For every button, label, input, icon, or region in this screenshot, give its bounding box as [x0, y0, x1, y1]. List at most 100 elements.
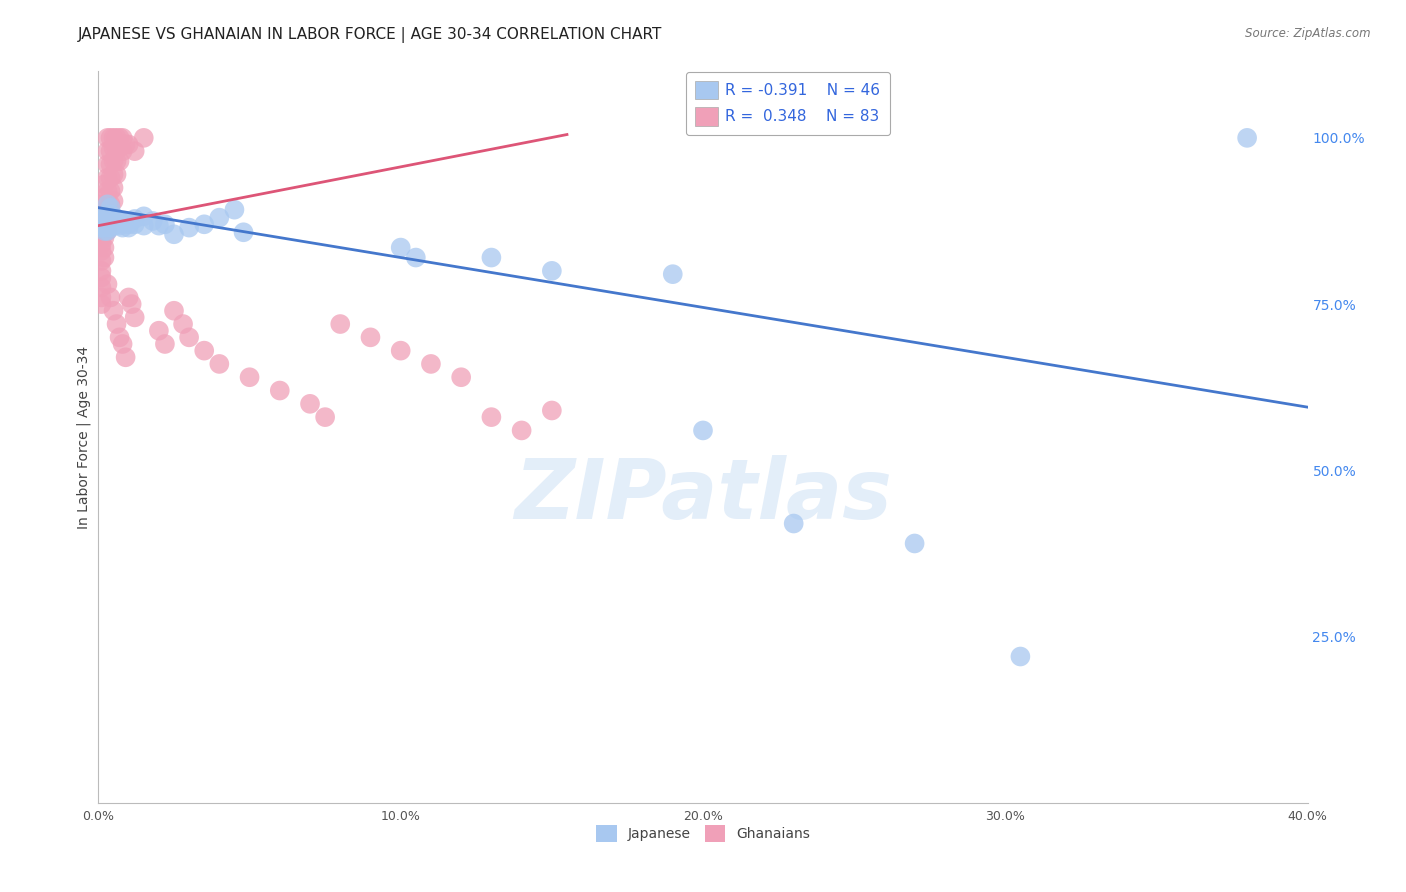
Point — [179, 220, 201, 235]
Point — [96, 131, 118, 145]
Point — [108, 131, 131, 145]
Point — [108, 219, 131, 233]
Point — [103, 219, 125, 233]
Point — [783, 516, 806, 531]
Point — [90, 197, 112, 211]
Point — [105, 211, 128, 226]
Point — [540, 403, 562, 417]
Point — [1010, 649, 1032, 664]
Point — [93, 230, 115, 244]
Point — [1236, 131, 1258, 145]
Point — [103, 168, 125, 182]
Point — [450, 370, 472, 384]
Point — [100, 214, 122, 228]
Point — [105, 141, 128, 155]
Point — [103, 194, 125, 208]
Point — [540, 264, 562, 278]
Point — [103, 303, 125, 318]
Point — [103, 154, 125, 169]
Point — [93, 220, 115, 235]
Point — [118, 217, 141, 231]
Point — [111, 144, 134, 158]
Text: Source: ZipAtlas.com: Source: ZipAtlas.com — [1246, 27, 1371, 40]
Point — [405, 251, 427, 265]
Point — [114, 351, 136, 365]
Point — [111, 216, 134, 230]
Point — [100, 207, 122, 221]
Point — [90, 270, 112, 285]
Point — [148, 324, 170, 338]
Point — [692, 424, 714, 438]
Point — [114, 137, 136, 152]
Point — [153, 337, 176, 351]
Point — [96, 224, 118, 238]
Point — [172, 317, 194, 331]
Point — [90, 211, 112, 225]
Point — [93, 217, 115, 231]
Point — [904, 536, 927, 550]
Point — [111, 220, 134, 235]
Point — [208, 357, 231, 371]
Point — [93, 211, 115, 225]
Point — [100, 144, 122, 158]
Point — [96, 197, 118, 211]
Point — [121, 297, 143, 311]
Point — [96, 211, 118, 226]
Point — [90, 290, 112, 304]
Point — [360, 330, 382, 344]
Point — [90, 253, 112, 268]
Point — [299, 397, 322, 411]
Point — [389, 343, 412, 358]
Point — [193, 217, 215, 231]
Point — [105, 317, 128, 331]
Point — [108, 330, 131, 344]
Point — [124, 217, 146, 231]
Point — [100, 201, 122, 215]
Point — [111, 131, 134, 145]
Point — [232, 225, 254, 239]
Point — [420, 357, 443, 371]
Point — [163, 303, 186, 318]
Point — [510, 424, 533, 438]
Point — [100, 197, 122, 211]
Point — [108, 214, 131, 228]
Point — [100, 157, 122, 171]
Point — [96, 157, 118, 171]
Point — [105, 131, 128, 145]
Point — [108, 154, 131, 169]
Point — [96, 224, 118, 238]
Point — [481, 410, 503, 425]
Point — [93, 204, 115, 219]
Point — [93, 251, 115, 265]
Point — [93, 178, 115, 192]
Point — [105, 217, 128, 231]
Point — [90, 220, 112, 235]
Point — [90, 217, 112, 231]
Point — [96, 217, 118, 231]
Point — [96, 207, 118, 221]
Point — [124, 211, 146, 226]
Point — [103, 210, 125, 224]
Point — [118, 290, 141, 304]
Point — [481, 251, 503, 265]
Point — [329, 317, 352, 331]
Point — [105, 168, 128, 182]
Point — [90, 214, 112, 228]
Point — [96, 211, 118, 225]
Point — [105, 154, 128, 169]
Point — [90, 244, 112, 258]
Point — [100, 131, 122, 145]
Point — [132, 219, 155, 233]
Point — [93, 241, 115, 255]
Point — [224, 202, 246, 217]
Point — [118, 220, 141, 235]
Text: ZIPatlas: ZIPatlas — [515, 455, 891, 536]
Point — [90, 264, 112, 278]
Point — [239, 370, 262, 384]
Point — [90, 217, 112, 231]
Point — [103, 141, 125, 155]
Point — [103, 214, 125, 228]
Point — [103, 131, 125, 145]
Point — [132, 210, 155, 224]
Point — [389, 241, 412, 255]
